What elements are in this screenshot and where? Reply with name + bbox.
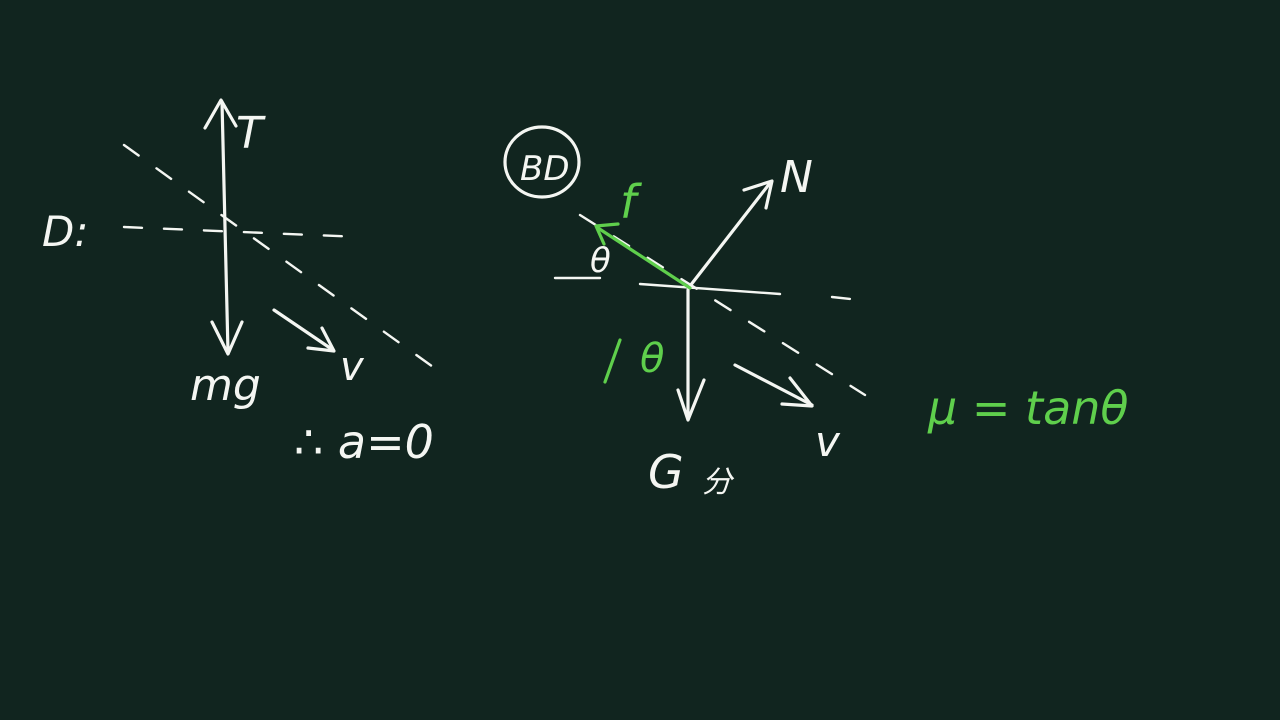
- velocity-arrow-left: [272, 308, 335, 352]
- right-free-body-diagram: BD f N θ θ G 分 v: [503, 125, 867, 500]
- angle-mark-stroke: [603, 338, 622, 384]
- normal-label: N: [780, 152, 813, 203]
- velocity-label-right: v: [815, 417, 841, 466]
- horizontal-line-dash: [830, 295, 862, 302]
- angle-label-lower: θ: [640, 336, 664, 382]
- horizontal-reference-line: [122, 225, 362, 239]
- tension-label: T: [236, 108, 266, 159]
- circled-label-outline: [503, 125, 581, 199]
- left-free-body-diagram: D: T mg v ∴ a=0: [42, 98, 442, 469]
- force-line-vertical: [220, 100, 230, 354]
- incline-reference-line: [122, 143, 442, 374]
- weight-label-mg: mg: [190, 360, 261, 411]
- friction-arrow-head: [594, 222, 620, 246]
- weight-label-g: G: [648, 445, 684, 499]
- weight-arrow-head: [210, 320, 244, 356]
- velocity-arrow-head-right: [780, 376, 814, 408]
- circled-label-text: BD: [520, 149, 570, 189]
- diagram-label-d: D:: [42, 207, 89, 256]
- friction-coefficient-result: μ = tanθ: [927, 381, 1129, 435]
- tension-arrow-head: [203, 98, 238, 130]
- velocity-arrow-head-left: [306, 326, 336, 353]
- incline-reference-line-right: [578, 213, 867, 397]
- angle-label-left: θ: [590, 241, 611, 281]
- weight-arrow-head-right: [676, 378, 706, 422]
- velocity-label-left: v: [340, 344, 365, 390]
- normal-arrow-head: [742, 179, 774, 210]
- horizontal-line: [638, 282, 782, 296]
- normal-force-line: [688, 181, 772, 288]
- weight-note: 分: [702, 465, 735, 500]
- friction-label: f: [620, 175, 642, 229]
- friction-force-line: [596, 226, 692, 290]
- acceleration-conclusion: ∴ a=0: [294, 415, 434, 469]
- velocity-arrow-right: [733, 363, 814, 407]
